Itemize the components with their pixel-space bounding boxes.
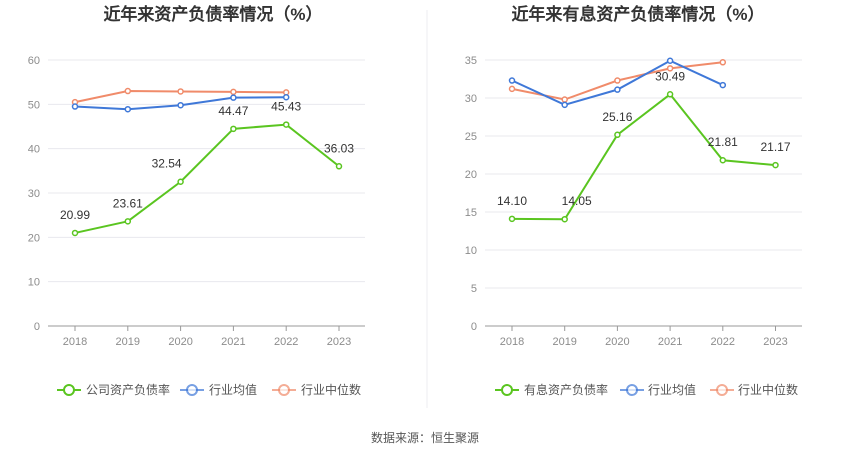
- legend-label-industry_avg: 行业均值: [648, 382, 696, 397]
- data-point-company: [666, 91, 674, 98]
- legend-label-company: 有息资产负债率: [524, 382, 608, 397]
- data-point-industry_avg: [230, 94, 237, 101]
- data-label: 21.17: [760, 140, 790, 154]
- y-tick-label: 25: [465, 131, 477, 143]
- data-point-industry_median: [614, 77, 621, 84]
- data-point-industry_avg: [177, 101, 184, 109]
- data-point-company: [335, 163, 343, 170]
- data-point-industry_avg: [282, 93, 290, 101]
- data-point-company: [772, 161, 779, 169]
- data-label: 14.05: [562, 194, 592, 208]
- legend-marker-industry_avg: [626, 384, 638, 396]
- data-source: 数据来源：恒生聚源: [371, 430, 479, 445]
- data-label: 30.49: [655, 69, 685, 83]
- legend-marker-industry_avg: [186, 384, 198, 396]
- y-tick-label: 15: [465, 207, 477, 219]
- y-tick-label: 10: [465, 245, 477, 257]
- y-tick-label: 30: [465, 93, 477, 105]
- data-point-industry_avg: [666, 57, 674, 65]
- data-point-industry_median: [561, 96, 568, 103]
- x-tick-label: 2019: [552, 336, 576, 348]
- data-point-industry_avg: [508, 77, 516, 84]
- y-tick-label: 30: [28, 188, 40, 200]
- y-tick-label: 20: [28, 232, 40, 244]
- y-tick-label: 5: [471, 283, 477, 295]
- legend-label-industry_median: 行业中位数: [301, 382, 361, 397]
- series-line-company: [511, 92, 776, 221]
- x-tick-label: 2022: [274, 336, 298, 348]
- y-tick-label: 20: [465, 169, 477, 181]
- legend-marker-industry_median: [716, 384, 728, 396]
- data-point-company: [719, 156, 727, 164]
- y-tick-label: 0: [34, 321, 40, 333]
- data-point-company: [282, 121, 290, 128]
- data-label: 44.47: [218, 104, 248, 118]
- data-point-company: [124, 218, 132, 225]
- data-point-industry_median: [177, 88, 184, 95]
- legend-label-industry_median: 行业中位数: [738, 382, 798, 397]
- data-label: 20.99: [60, 208, 90, 222]
- legend-label-industry_avg: 行业均值: [209, 382, 257, 397]
- y-tick-label: 10: [28, 277, 40, 289]
- y-tick-label: 60: [28, 55, 40, 67]
- data-point-company: [508, 215, 516, 223]
- x-tick-label: 2019: [116, 336, 140, 348]
- data-point-industry_median: [666, 65, 674, 72]
- data-point-industry_avg: [71, 103, 79, 110]
- x-tick-label: 2020: [605, 336, 629, 348]
- data-point-company: [561, 215, 568, 223]
- x-tick-label: 2023: [327, 336, 351, 348]
- data-point-company: [614, 131, 621, 139]
- y-tick-label: 50: [28, 99, 40, 111]
- x-tick-label: 2018: [500, 336, 524, 348]
- legend-marker-company: [63, 384, 75, 396]
- data-point-industry_avg: [561, 101, 568, 109]
- data-label: 25.16: [602, 110, 632, 124]
- x-tick-label: 2022: [711, 336, 735, 348]
- y-tick-label: 40: [28, 144, 40, 156]
- data-point-industry_avg: [124, 105, 132, 113]
- y-tick-label: 0: [471, 321, 477, 333]
- data-point-company: [177, 178, 184, 185]
- data-point-industry_median: [508, 85, 516, 93]
- x-tick-label: 2021: [221, 336, 245, 348]
- y-tick-label: 35: [465, 55, 477, 67]
- chart-title: 近年来资产负债率情况（%）: [103, 4, 322, 24]
- x-tick-label: 2021: [658, 336, 682, 348]
- legend-marker-industry_median: [278, 384, 290, 396]
- data-label: 14.10: [497, 194, 527, 208]
- data-point-industry_avg: [614, 86, 621, 93]
- data-label: 36.03: [324, 141, 354, 155]
- data-label: 21.81: [708, 135, 738, 149]
- data-label: 23.61: [113, 196, 143, 210]
- data-point-industry_median: [719, 59, 727, 66]
- legend-marker-company: [501, 384, 513, 396]
- data-point-industry_median: [124, 87, 132, 95]
- legend-label-company: 公司资产负债率: [86, 382, 170, 397]
- chart-interest-bearing-debt-ratio: 近年来有息资产负债率情况（%） 0 5 10 15 20 25 30 35 2018 2019 202…: [465, 4, 802, 397]
- series-line-company: [74, 123, 340, 234]
- x-tick-label: 2018: [63, 336, 87, 348]
- chart-title: 近年来有息资产负债率情况（%）: [511, 4, 764, 24]
- data-point-company: [71, 229, 79, 237]
- x-tick-label: 2020: [168, 336, 192, 348]
- x-tick-label: 2023: [763, 336, 787, 348]
- data-label: 32.54: [152, 157, 182, 171]
- data-point-industry_avg: [719, 81, 727, 89]
- chart-total-debt-ratio: 近年来资产负债率情况（%） 0 10 20 30 40 50 60 2018 2019 2020 20…: [28, 4, 365, 397]
- data-label: 45.43: [271, 100, 301, 114]
- data-point-industry_median: [230, 88, 237, 96]
- data-point-company: [230, 125, 237, 133]
